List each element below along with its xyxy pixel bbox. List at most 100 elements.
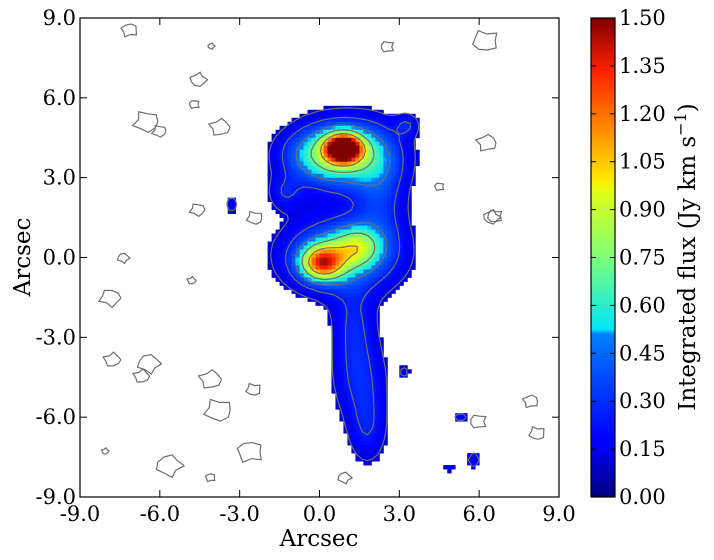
flux-pixel (367, 357, 372, 362)
flux-pixel (303, 181, 308, 187)
flux-pixel (311, 177, 316, 183)
flux-pixel (343, 113, 348, 119)
flux-pixel (287, 173, 292, 179)
flux-pixel (295, 173, 300, 179)
flux-pixel (407, 201, 412, 207)
flux-pixel (335, 109, 340, 115)
flux-pixel (351, 321, 356, 326)
flux-pixel (291, 289, 296, 294)
flux-pixel (331, 361, 336, 366)
flux-pixel (403, 261, 408, 266)
flux-pixel (351, 213, 356, 218)
flux-pixel (359, 321, 364, 326)
flux-pixel (399, 197, 404, 203)
flux-pixel (299, 117, 304, 123)
flux-pixel (339, 353, 344, 358)
flux-pixel (363, 225, 368, 230)
flux-pixel (395, 145, 400, 151)
flux-pixel (375, 129, 380, 135)
flux-pixel (295, 213, 300, 218)
flux-pixel (359, 117, 364, 123)
flux-pixel (351, 353, 356, 358)
flux-pixel (295, 141, 300, 147)
flux-pixel (311, 257, 316, 262)
flux-pixel (291, 253, 296, 258)
flux-pixel (395, 173, 400, 179)
flux-pixel (287, 161, 292, 167)
flux-pixel (347, 401, 352, 406)
flux-pixel (315, 213, 320, 218)
flux-pixel (403, 201, 408, 207)
flux-pixel (335, 149, 340, 155)
flux-pixel (359, 121, 364, 127)
flux-pixel (271, 133, 276, 139)
flux-pixel (343, 141, 348, 147)
flux-pixel (331, 129, 336, 135)
flux-pixel (327, 233, 332, 238)
flux-pixel (267, 249, 272, 254)
flux-pixel (283, 245, 288, 250)
flux-pixel (295, 277, 300, 282)
noise-contour (189, 71, 209, 88)
flux-pixel (375, 205, 380, 210)
flux-pixel (319, 121, 324, 127)
flux-pixel (391, 237, 396, 242)
flux-pixel (367, 261, 372, 266)
flux-pixel (399, 153, 404, 159)
flux-pixel (323, 201, 328, 207)
flux-pixel (359, 269, 364, 274)
flux-pixel (287, 125, 292, 131)
flux-pixel (363, 349, 368, 354)
flux-pixel (335, 317, 340, 322)
flux-pixel (323, 241, 328, 246)
flux-pixel (399, 177, 404, 183)
flux-pixel (299, 173, 304, 179)
flux-pixel (299, 113, 304, 119)
flux-pixel (383, 217, 388, 222)
flux-pixel (355, 421, 360, 426)
flux-pixel (267, 197, 272, 203)
flux-pixel (363, 397, 368, 402)
flux-pixel (287, 153, 292, 159)
flux-pixel (307, 249, 312, 254)
flux-pixel (327, 109, 332, 115)
flux-pixel (367, 337, 372, 342)
flux-pixel (363, 105, 368, 111)
flux-pixel (331, 201, 336, 207)
flux-pixel (291, 209, 296, 214)
flux-pixel (395, 165, 400, 171)
flux-pixel (275, 205, 280, 210)
flux-pixel (343, 153, 348, 159)
flux-pixel (375, 245, 380, 250)
flux-pixel (391, 129, 396, 135)
noise-contour (245, 210, 263, 225)
flux-pixel (387, 221, 392, 226)
flux-pixel (323, 257, 328, 262)
flux-pixel (327, 285, 332, 290)
flux-pixel (335, 341, 340, 346)
flux-pixel (335, 297, 340, 302)
flux-pixel (379, 177, 384, 183)
flux-pixel (395, 249, 400, 254)
flux-pixel (399, 257, 404, 262)
flux-pixel (375, 217, 380, 222)
flux-pixel (323, 113, 328, 119)
flux-pixel (391, 277, 396, 282)
flux-pixel (359, 249, 364, 254)
noise-contour (204, 473, 216, 483)
flux-pixel (267, 261, 272, 266)
flux-pixel (379, 409, 384, 414)
flux-pixel (311, 181, 316, 187)
flux-pixel (359, 257, 364, 262)
flux-pixel (367, 153, 372, 159)
flux-pixel (375, 441, 380, 446)
flux-pixel (335, 365, 340, 370)
flux-pixel (383, 149, 388, 155)
flux-pixel (287, 221, 292, 226)
flux-pixel (355, 241, 360, 246)
flux-pixel (295, 189, 300, 195)
flux-pixel (371, 433, 376, 438)
flux-pixel (279, 257, 284, 262)
flux-pixel (355, 113, 360, 119)
